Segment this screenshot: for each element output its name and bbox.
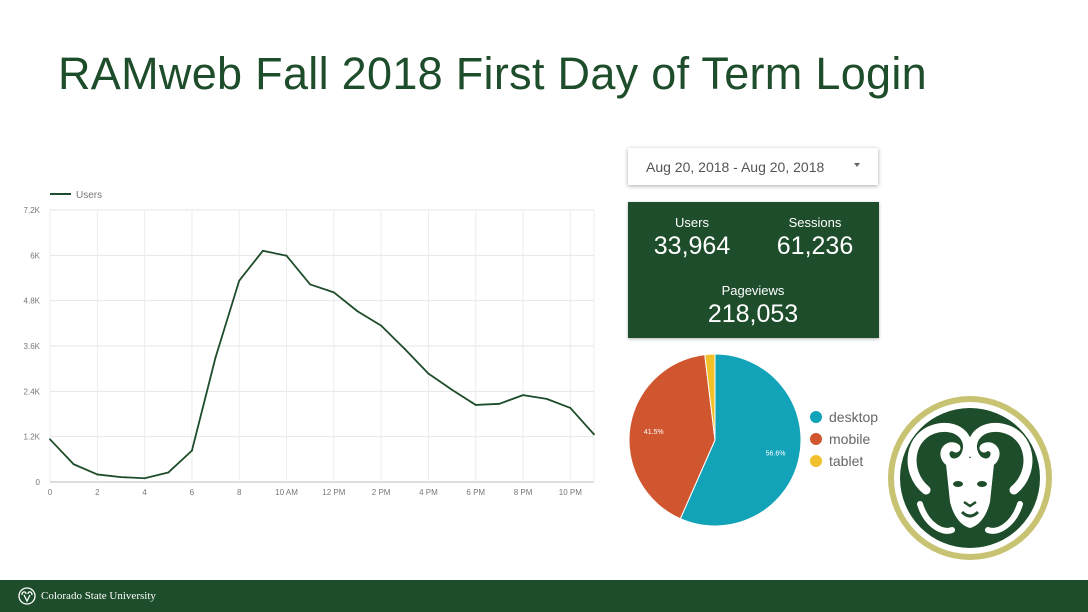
legend-label-desktop: desktop bbox=[829, 409, 879, 425]
data-point-users bbox=[238, 279, 241, 282]
legend-item-desktop: desktop bbox=[810, 406, 878, 428]
data-point-users bbox=[96, 473, 99, 476]
data-point-users bbox=[498, 402, 501, 405]
legend-label-users: Users bbox=[76, 190, 102, 201]
pie-slice-tablet bbox=[704, 353, 716, 441]
kpi-pageviews-label: Pageviews bbox=[721, 283, 785, 298]
data-point-users bbox=[522, 394, 524, 397]
kpi-sessions: Sessions 61,236 bbox=[765, 215, 865, 261]
kpi-users: Users 33,964 bbox=[642, 215, 742, 261]
series-line-users bbox=[49, 249, 595, 480]
data-point-users bbox=[474, 404, 477, 406]
kpi-pageviews: Pageviews 218,053 bbox=[678, 283, 828, 329]
y-tick-label: 3.6K bbox=[24, 342, 41, 351]
y-tick-label: 1.2K bbox=[24, 433, 41, 442]
y-tick-label: 6K bbox=[30, 251, 40, 260]
x-tick-label: 4 PM bbox=[419, 488, 438, 497]
data-point-users bbox=[569, 407, 572, 409]
data-point-users bbox=[167, 471, 170, 474]
y-tick-label: 0 bbox=[36, 478, 41, 487]
pie-data-label-desktop: 56.6% bbox=[766, 451, 786, 458]
kpi-pageviews-value: 218,053 bbox=[707, 300, 799, 328]
y-tick-label: 2.4K bbox=[24, 387, 41, 396]
kpi-scorecard: Users 33,964 Sessions 61,236 Pageviews 2… bbox=[628, 202, 879, 338]
footer-university-name: Colorado State University bbox=[41, 590, 156, 602]
data-point-users bbox=[593, 433, 595, 436]
legend-swatch-tablet bbox=[810, 455, 822, 467]
legend-item-mobile: mobile bbox=[810, 428, 878, 450]
x-tick-label: 12 PM bbox=[322, 488, 345, 497]
data-point-users bbox=[451, 388, 453, 391]
x-tick-label: 2 bbox=[95, 488, 100, 497]
x-tick-label: 6 PM bbox=[466, 488, 485, 497]
x-tick-label: 8 bbox=[237, 488, 242, 497]
kpi-sessions-value: 61,236 bbox=[776, 232, 854, 260]
slide-title: RAMweb Fall 2018 First Day of Term Login bbox=[58, 48, 927, 99]
x-tick-label: 0 bbox=[48, 488, 53, 497]
data-point-users bbox=[285, 254, 288, 257]
data-point-users bbox=[143, 477, 146, 480]
kpi-sessions-label: Sessions bbox=[788, 215, 842, 230]
pie-slice-desktop bbox=[679, 353, 802, 527]
data-point-users bbox=[261, 249, 264, 252]
x-tick-label: 6 bbox=[190, 488, 195, 497]
csu-ram-logo bbox=[888, 396, 1052, 560]
date-range-picker[interactable]: Aug 20, 2018 - Aug 20, 2018 bbox=[628, 148, 878, 185]
y-tick-label: 7.2K bbox=[24, 206, 41, 215]
pie-slice-mobile bbox=[628, 354, 716, 520]
pie-data-label-mobile: 41.5% bbox=[644, 429, 664, 436]
caret-down-icon[interactable] bbox=[854, 163, 860, 167]
footer-bar: Colorado State University bbox=[0, 580, 1088, 612]
data-point-users bbox=[403, 348, 406, 350]
data-point-users bbox=[356, 310, 359, 313]
csu-ram-mark bbox=[18, 587, 36, 605]
legend-swatch-desktop bbox=[810, 411, 822, 423]
legend-swatch-mobile bbox=[810, 433, 822, 445]
x-tick-label: 8 PM bbox=[514, 488, 533, 497]
legend-label-tablet: tablet bbox=[829, 453, 864, 469]
y-tick-label: 4.8K bbox=[24, 297, 41, 306]
legend-item-tablet: tablet bbox=[810, 450, 878, 472]
users-line-chart: Users 0 1.2K 2.4K 3.6K 4.8K 6K 7.2K 0 2 4 6 8 10 AM 1… bbox=[24, 190, 595, 497]
device-pie-chart: 56.6% 41.5% bbox=[628, 353, 802, 527]
data-point-users bbox=[49, 438, 51, 441]
pie-legend: desktop mobile tablet bbox=[810, 406, 878, 472]
data-point-users bbox=[72, 463, 75, 466]
data-point-users bbox=[545, 397, 548, 400]
data-point-users bbox=[380, 324, 383, 327]
date-range-label: Aug 20, 2018 - Aug 20, 2018 bbox=[646, 158, 825, 175]
x-tick-label: 2 PM bbox=[372, 488, 391, 497]
kpi-users-label: Users bbox=[675, 215, 709, 230]
x-tick-label: 10 AM bbox=[275, 488, 298, 497]
kpi-users-value: 33,964 bbox=[653, 232, 731, 260]
x-tick-label: 10 PM bbox=[559, 488, 582, 497]
data-point-users bbox=[309, 283, 312, 286]
data-point-users bbox=[332, 291, 335, 294]
data-point-users bbox=[191, 449, 193, 452]
data-point-users bbox=[120, 476, 122, 478]
data-point-users bbox=[214, 356, 217, 359]
data-point-users bbox=[427, 372, 430, 375]
x-tick-label: 4 bbox=[142, 488, 147, 497]
legend-label-mobile: mobile bbox=[829, 431, 871, 447]
